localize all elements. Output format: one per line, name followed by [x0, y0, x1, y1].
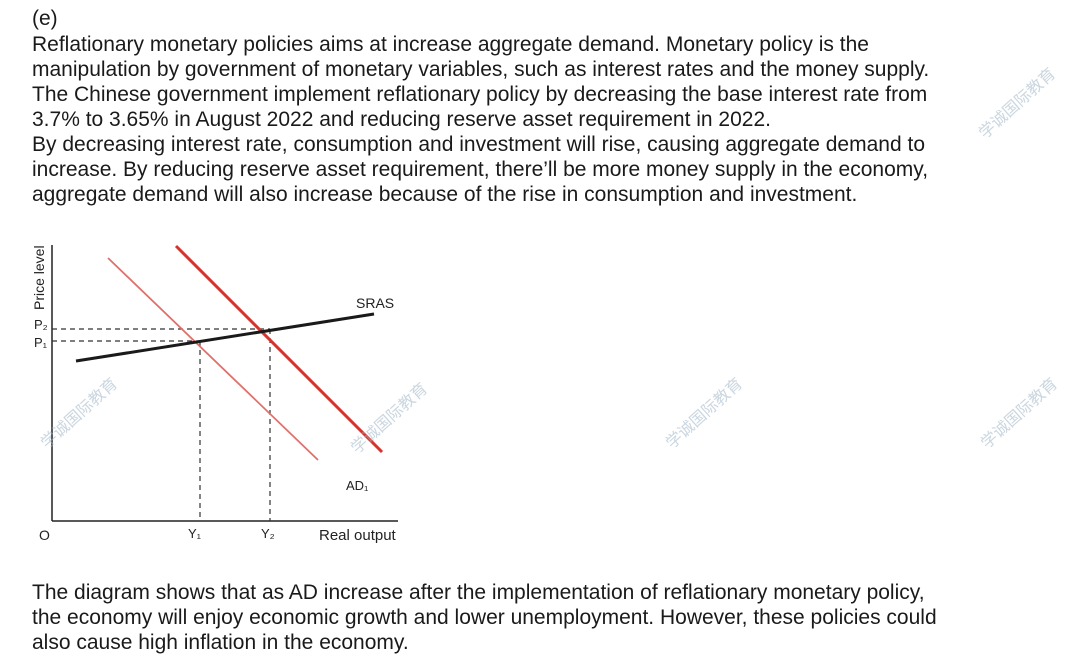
ad2-curve [174, 244, 384, 454]
conclusion-paragraph: The diagram shows that as AD increase af… [32, 581, 937, 654]
watermark: 学诚国际教育 [976, 373, 1062, 453]
ad1-curve [107, 257, 319, 461]
p1-label: P₁ [34, 335, 48, 350]
x-axis-label: Real output [319, 527, 397, 544]
watermark: 学诚国际教育 [661, 373, 747, 453]
guide-lines [52, 328, 271, 521]
ad-as-diagram: Price level Real output O SRAS AD₁ P₂ P₁… [31, 244, 398, 544]
intro-paragraph: Reflationary monetary policies aims at i… [32, 33, 930, 206]
sras-label: SRAS [356, 295, 394, 311]
sras-curve [75, 312, 375, 363]
p2-label: P₂ [34, 317, 48, 332]
y2-label: Y₂ [261, 526, 275, 541]
y-axis-label: Price level [31, 245, 47, 310]
origin-label: O [39, 527, 50, 543]
ad1-label: AD₁ [346, 478, 369, 493]
section-label: (e) [32, 7, 58, 30]
y1-label: Y₁ [188, 526, 202, 541]
